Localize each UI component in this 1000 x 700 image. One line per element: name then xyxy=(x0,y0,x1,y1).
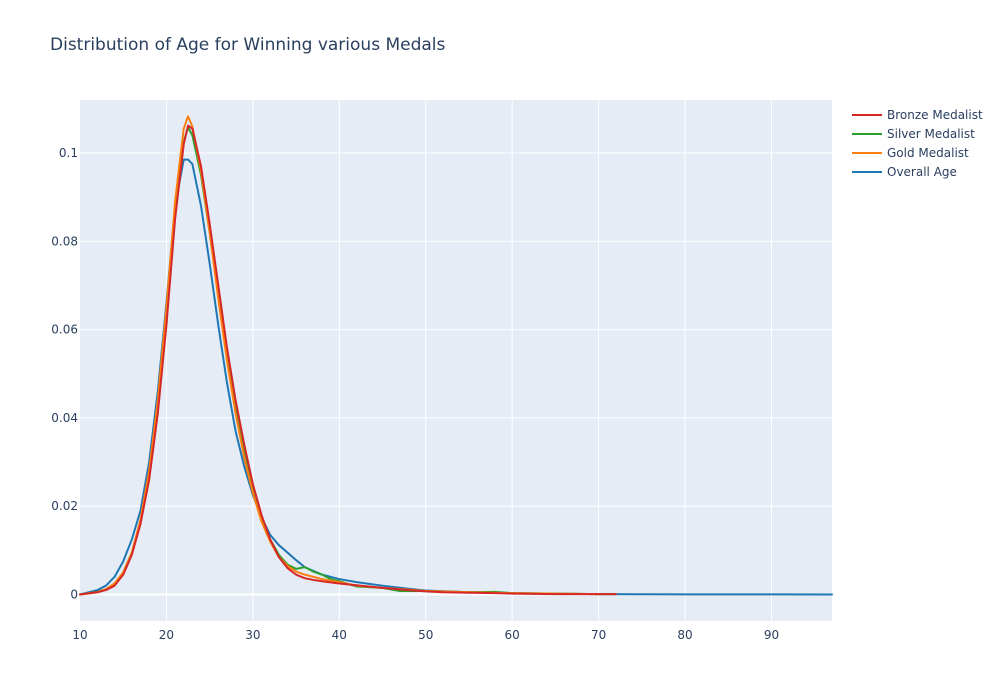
x-tick-label: 10 xyxy=(72,628,87,642)
series-line-bronze-medalist xyxy=(79,124,617,596)
x-tick-label: 50 xyxy=(418,628,433,642)
y-tick-label: 0.06 xyxy=(51,323,78,337)
y-axis-ticks: 0 0.02 0.04 0.06 0.08 0.1 xyxy=(51,146,78,602)
x-axis-ticks: 10 20 30 40 50 60 70 80 90 xyxy=(72,628,779,642)
legend-label: Overall Age xyxy=(887,165,957,179)
x-tick-label: 30 xyxy=(245,628,260,642)
legend-item[interactable]: Silver Medalist xyxy=(852,127,975,141)
plot-area xyxy=(80,100,832,621)
y-tick-label: 0.04 xyxy=(51,411,78,425)
series-layer xyxy=(79,115,833,596)
legend-label: Silver Medalist xyxy=(887,127,975,141)
legend[interactable]: Bronze Medalist Silver Medalist Gold Medal… xyxy=(852,108,983,179)
legend-item[interactable]: Overall Age xyxy=(852,165,957,179)
x-tick-label: 40 xyxy=(332,628,347,642)
x-tick-label: 60 xyxy=(505,628,520,642)
y-tick-label: 0.02 xyxy=(51,499,78,513)
legend-label: Gold Medalist xyxy=(887,146,969,160)
y-tick-label: 0.1 xyxy=(59,146,78,160)
x-tick-label: 80 xyxy=(677,628,692,642)
legend-item[interactable]: Bronze Medalist xyxy=(852,108,983,122)
y-tick-label: 0.08 xyxy=(51,234,78,248)
y-tick-label: 0 xyxy=(70,588,78,602)
grid xyxy=(80,100,832,621)
legend-item[interactable]: Gold Medalist xyxy=(852,146,969,160)
x-tick-label: 90 xyxy=(764,628,779,642)
chart-title: Distribution of Age for Winning various … xyxy=(50,35,446,55)
legend-label: Bronze Medalist xyxy=(887,108,983,122)
x-tick-label: 20 xyxy=(159,628,174,642)
x-tick-label: 70 xyxy=(591,628,606,642)
